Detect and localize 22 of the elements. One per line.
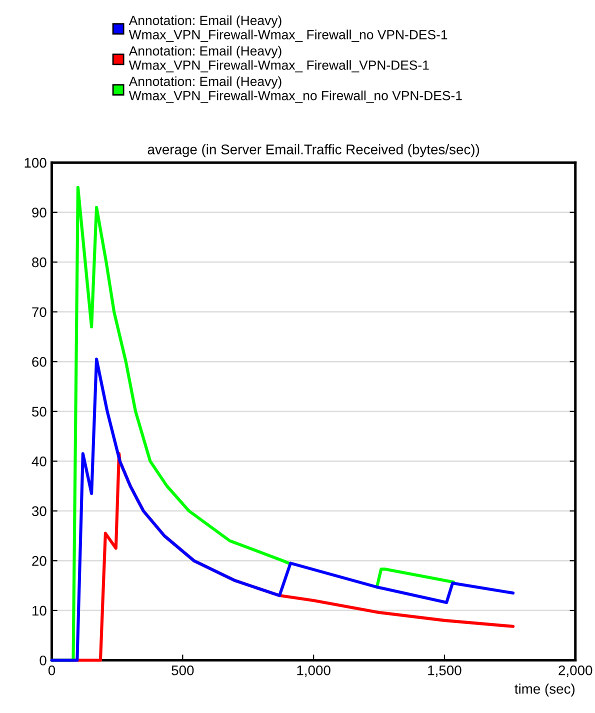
legend-label: Annotation: Email (Heavy) Wmax_VPN_Firewall-Wmax_ Firewall_no VPN-DES-1 [128, 15, 448, 42]
x-tick-label: 1,000 [297, 665, 330, 677]
legend-label: Annotation: Email (Heavy) Wmax_VPN_Firewall-Wmax_no Firewall_no VPN-DES-1 [128, 76, 462, 103]
y-tick-label: 60 [32, 356, 46, 367]
y-tick-label: 100 [24, 158, 46, 168]
y-tick-label: 10 [32, 606, 46, 616]
y-tick-label: 90 [32, 208, 46, 218]
line-series [50, 358, 515, 662]
x-tick-label: 1,500 [428, 665, 462, 677]
y-tick-label: 70 [32, 307, 46, 318]
legend-label: Annotation: Email (Heavy) Wmax_VPN_Firewall-Wmax_ Firewall_VPN-DES-1 [128, 46, 429, 72]
y-tick-label: 0 [40, 656, 46, 666]
y-tick-label: 50 [32, 406, 46, 417]
x-tick-label: 500 [172, 665, 194, 676]
y-tick-label: 80 [32, 257, 46, 268]
y-tick-label: 30 [32, 506, 46, 516]
x-tick-label: 2,000 [558, 665, 592, 677]
x-axis-title: time (sec) [514, 684, 575, 697]
x-tick-label: 0 [48, 665, 56, 676]
y-tick-label: 20 [32, 556, 46, 566]
chart-title: average (in Server Email.Traffic Received (bytes/sec)) [148, 144, 480, 158]
y-tick-label: 40 [32, 456, 46, 466]
